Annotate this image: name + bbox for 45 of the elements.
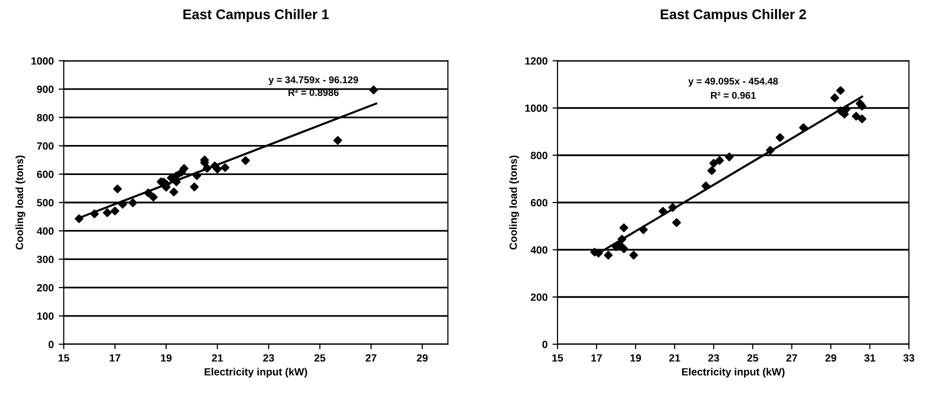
chart-title: East Campus Chiller 1 bbox=[183, 9, 329, 22]
x-axis-title: Electricity input (kW) bbox=[204, 368, 308, 378]
x-tick-label: 29 bbox=[416, 354, 428, 362]
y-tick-label: 800 bbox=[530, 152, 548, 160]
x-tick-label: 27 bbox=[366, 354, 376, 362]
x-tick-label: 25 bbox=[747, 354, 758, 362]
y-tick-label: 900 bbox=[36, 86, 54, 93]
x-tick-label: 19 bbox=[630, 354, 642, 362]
x-tick-label: 33 bbox=[903, 354, 914, 362]
y-tick-label: 800 bbox=[36, 114, 54, 122]
y-tick-label: 0 bbox=[48, 340, 54, 348]
y-tick-label: 0 bbox=[542, 340, 548, 348]
x-tick-label: 23 bbox=[263, 354, 274, 362]
x-tick-label: 17 bbox=[110, 354, 120, 362]
x-tick-label: 27 bbox=[786, 354, 798, 362]
annotation: y = 49.095x - 454.48 bbox=[688, 78, 778, 87]
y-tick-label: 400 bbox=[36, 227, 54, 235]
x-tick-label: 29 bbox=[825, 354, 836, 362]
y-tick-label: 600 bbox=[530, 199, 548, 206]
x-tick-label: 31 bbox=[864, 354, 876, 362]
y-tick-label: 300 bbox=[36, 256, 54, 264]
y-tick-label: 500 bbox=[36, 199, 54, 206]
y-tick-label: 1000 bbox=[525, 104, 548, 112]
chart-title: East Campus Chiller 2 bbox=[660, 9, 806, 22]
y-tick-label: 200 bbox=[530, 294, 548, 301]
annotation: R² = 0.961 bbox=[711, 92, 756, 99]
y-tick-label: 1200 bbox=[525, 57, 548, 65]
y-tick-label: 1000 bbox=[31, 57, 54, 65]
x-tick-label: 21 bbox=[212, 354, 223, 362]
y-axis-title: Cooling load (tons) bbox=[509, 156, 520, 250]
x-tick-label: 15 bbox=[58, 354, 70, 362]
y-axis-title: Cooling load (tons) bbox=[16, 156, 26, 250]
x-tick-label: 15 bbox=[552, 354, 564, 362]
y-tick-label: 100 bbox=[37, 312, 54, 320]
x-tick-label: 17 bbox=[591, 354, 602, 362]
y-tick-label: 400 bbox=[530, 246, 548, 254]
x-axis-title: Electricity input (kW) bbox=[682, 368, 784, 378]
y-tick-label: 200 bbox=[36, 284, 54, 292]
y-tick-label: 600 bbox=[36, 170, 54, 178]
x-tick-label: 21 bbox=[669, 354, 680, 362]
y-tick-label: 700 bbox=[37, 142, 54, 150]
x-tick-label: 19 bbox=[161, 354, 172, 362]
x-tick-label: 25 bbox=[314, 354, 326, 362]
annotation: y = 34.759x - 96.129 bbox=[268, 76, 358, 86]
x-tick-label: 23 bbox=[708, 354, 720, 362]
